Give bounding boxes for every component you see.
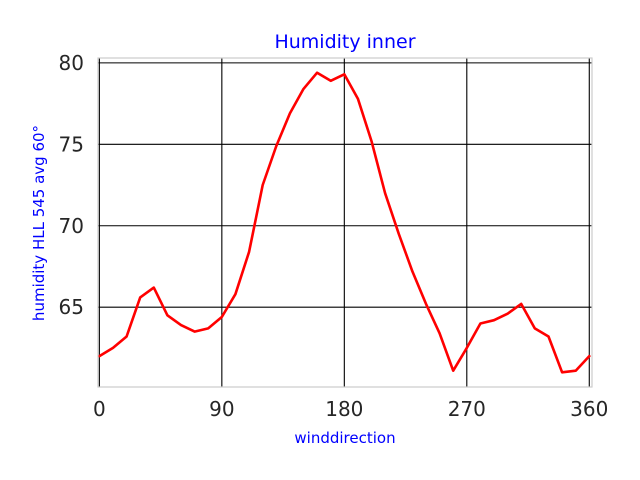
x-tick-label: 270 (448, 397, 486, 421)
y-tick-label: 80 (59, 51, 84, 75)
x-tick-label: 90 (209, 397, 234, 421)
series-line (98, 71, 591, 374)
x-axis-label: winddirection (294, 429, 395, 447)
grid (98, 58, 592, 387)
y-tick-label: 65 (59, 295, 84, 319)
x-tick-label: 0 (93, 397, 106, 421)
tick-labels: 0 90 180 270 360 65 70 75 80 (59, 51, 609, 421)
x-tick-label: 360 (570, 397, 608, 421)
y-tick-label: 75 (59, 132, 84, 156)
x-tick-label: 180 (325, 397, 363, 421)
chart-title: Humidity inner (274, 31, 415, 53)
series-layer (98, 71, 591, 374)
y-axis-label: humidity HLL 545 avg 60° (30, 125, 48, 321)
plot-frame (97, 57, 593, 388)
y-tick-label: 70 (59, 214, 84, 238)
